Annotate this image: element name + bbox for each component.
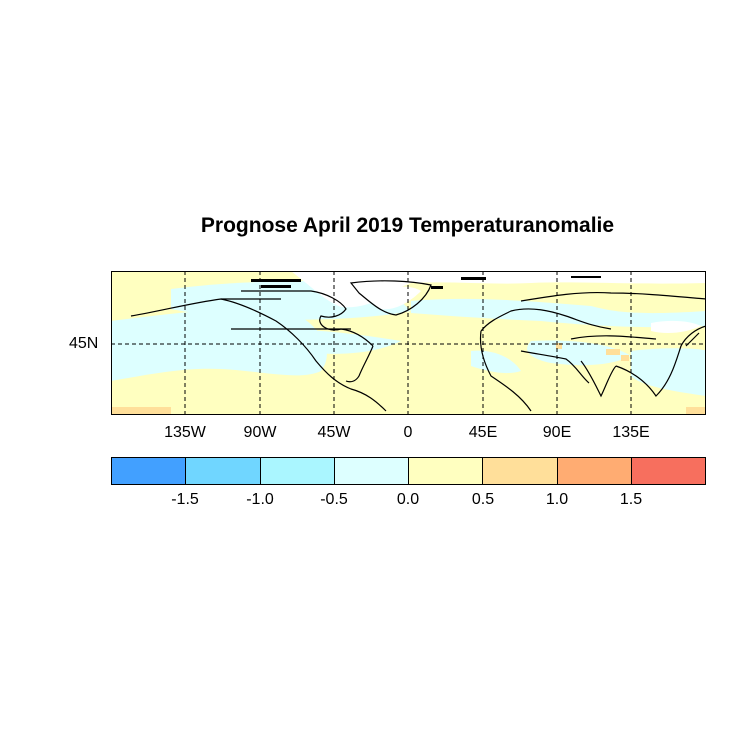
colorbar-segment xyxy=(483,458,558,484)
colorbar-segment xyxy=(112,458,187,484)
colorbar-label: -1.0 xyxy=(246,491,274,508)
colorbar-segment xyxy=(260,458,335,484)
temperature-anomaly-map xyxy=(111,271,706,415)
lon-label: 90W xyxy=(243,424,277,441)
colorbar-label: 0.5 xyxy=(471,491,495,508)
colorbar-segment xyxy=(557,458,632,484)
lon-label: 0 xyxy=(403,424,413,441)
chart-title: Prognose April 2019 Temperaturanomalie xyxy=(200,214,615,237)
lon-label: 90E xyxy=(542,424,572,441)
lon-label: 45E xyxy=(468,424,498,441)
lon-label: 135E xyxy=(612,424,650,441)
colorbar-label: 1.5 xyxy=(619,491,643,508)
colorbar-segment xyxy=(334,458,409,484)
colorbar-segment xyxy=(409,458,484,484)
colorbar-label: -0.5 xyxy=(320,491,348,508)
lon-label: 45W xyxy=(317,424,351,441)
colorbar xyxy=(111,457,706,485)
colorbar-segment xyxy=(631,458,705,484)
lat-label-45n: 45N xyxy=(69,335,99,352)
colorbar-label: -1.5 xyxy=(171,491,199,508)
colorbar-label: 0.0 xyxy=(396,491,420,508)
colorbar-segment xyxy=(186,458,261,484)
lon-label: 135W xyxy=(164,424,206,441)
colorbar-label: 1.0 xyxy=(545,491,569,508)
